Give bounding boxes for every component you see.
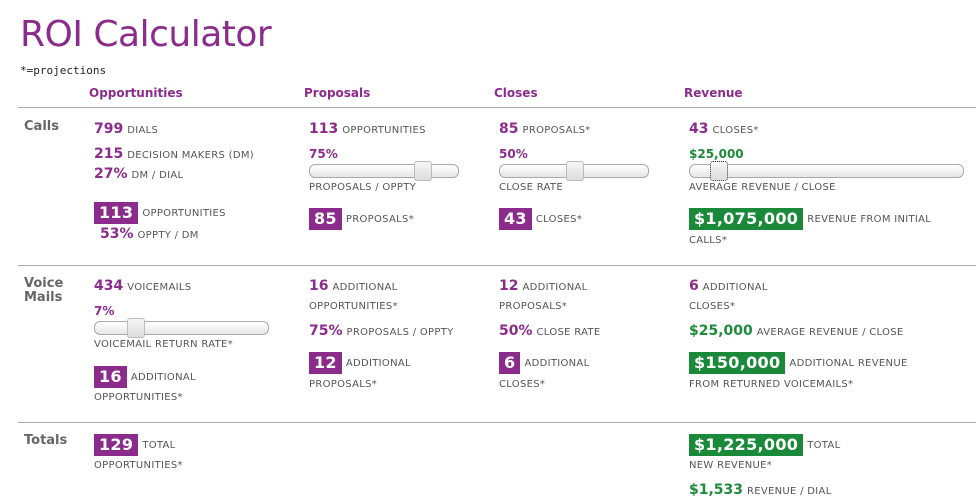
- calls-closes-value: 43: [499, 208, 532, 230]
- slider-thumb[interactable]: [414, 161, 432, 181]
- calls-revenue-closes: 43 CLOSES*: [689, 121, 759, 137]
- calls-avg-revenue-label: AVERAGE REVENUE / CLOSE: [689, 182, 836, 193]
- voicemails-close-rate: 50% CLOSE RATE: [499, 323, 601, 339]
- voicemails-close-proposals: 12 ADDITIONAL: [499, 278, 588, 294]
- calls-proposal-rate-value: 75%: [309, 147, 338, 161]
- calls-proposals-value: 85: [309, 208, 342, 230]
- calls-close-props-value: 85: [499, 121, 519, 137]
- column-header-closes: Closes: [494, 86, 538, 100]
- voicemail-return-rate-slider[interactable]: [94, 318, 269, 338]
- calls-close-rate-value: 50%: [499, 147, 528, 161]
- calls-oppty-rate: 53% OPPTY / DM: [100, 226, 199, 242]
- calls-oppty-rate-value: 53%: [100, 226, 134, 242]
- voicemails-rev-closes-value: 6: [689, 278, 699, 294]
- voicemails-opportunities-label-2: OPPORTUNITIES*: [94, 392, 183, 403]
- column-header-proposals: Proposals: [304, 86, 371, 100]
- voicemails-prop-opps-label-2: OPPORTUNITIES*: [309, 301, 398, 312]
- voicemail-return-rate-label: VOICEMAIL RETURN RATE*: [94, 339, 233, 350]
- voicemails-opportunities: 16 ADDITIONAL: [94, 366, 196, 388]
- voicemails-avg-revenue-value: $25,000: [689, 323, 753, 339]
- calls-close-rate-slider[interactable]: [499, 161, 649, 181]
- calls-proposal-opportunities: 113 OPPORTUNITIES: [309, 121, 426, 137]
- calls-dm-value: 215: [94, 146, 124, 162]
- calls-avg-revenue-slider[interactable]: [689, 161, 964, 181]
- calls-avg-revenue-value: $25,000: [689, 147, 744, 161]
- calls-rev-closes-value: 43: [689, 121, 709, 137]
- calls-close-rate-label: CLOSE RATE: [499, 182, 563, 193]
- voicemails-close-props-label-2: PROPOSALS*: [499, 301, 568, 312]
- voicemails-revenue: $150,000 ADDITIONAL REVENUE: [689, 352, 908, 374]
- voicemails-proposals-label-2: PROPOSALS*: [309, 379, 378, 390]
- totals-opportunities-value: 129: [94, 434, 139, 456]
- totals-opportunities-label-2: OPPORTUNITIES*: [94, 460, 183, 471]
- calls-prop-opps-value: 113: [309, 121, 339, 137]
- totals-revenue: $1,225,000 TOTAL: [689, 434, 840, 456]
- voicemails-revenue-closes: 6 ADDITIONAL: [689, 278, 768, 294]
- row-label-voicemails: Voice Mails: [24, 276, 64, 305]
- calls-decision-makers: 215 DECISION MAKERS (DM): [94, 146, 254, 162]
- calls-opportunities: 113 OPPORTUNITIES: [94, 202, 226, 224]
- totals-revenue-label-2: NEW REVENUE*: [689, 460, 773, 471]
- slider-thumb[interactable]: [127, 318, 145, 338]
- row-label-calls: Calls: [24, 119, 59, 134]
- voicemails-prop-opps-value: 16: [309, 278, 329, 294]
- voicemail-return-rate-value: 7%: [94, 304, 115, 318]
- voicemails-close-props-value: 12: [499, 278, 519, 294]
- calls-dm-rate: 27% DM / DIAL: [94, 166, 184, 182]
- voicemails-prop-rate-value: 75%: [309, 323, 343, 339]
- row-label-totals: Totals: [24, 433, 68, 448]
- voicemails-opportunities-value: 16: [94, 366, 127, 388]
- voicemails-count: 434 VOICEMAILS: [94, 278, 192, 294]
- calls-close-proposals: 85 PROPOSALS*: [499, 121, 591, 137]
- voicemails-proposal-rate: 75% PROPOSALS / OPPTY: [309, 323, 454, 339]
- voicemails-rev-closes-label-2: CLOSES*: [689, 301, 736, 312]
- calls-revenue-label-2: CALLS*: [689, 235, 728, 246]
- calls-closes: 43 CLOSES*: [499, 208, 582, 230]
- calls-dials-value: 799: [94, 121, 124, 137]
- totals-opportunities: 129 TOTAL: [94, 434, 176, 456]
- voicemails-revenue-label-2: FROM RETURNED VOICEMAILS*: [689, 379, 854, 390]
- divider: [18, 265, 976, 266]
- voicemails-proposals-value: 12: [309, 352, 342, 374]
- voicemails-closes-label-2: CLOSES*: [499, 379, 546, 390]
- totals-revenue-value: $1,225,000: [689, 434, 804, 456]
- divider: [18, 422, 976, 423]
- projections-note: *=projections: [20, 64, 107, 77]
- voicemails-closes-value: 6: [499, 352, 521, 374]
- calls-revenue: $1,075,000 REVENUE FROM INITIAL: [689, 208, 931, 230]
- voicemails-count-value: 434: [94, 278, 124, 294]
- calls-proposal-rate-slider[interactable]: [309, 161, 459, 181]
- totals-revenue-per-dial: $1,533 REVENUE / DIAL: [689, 482, 832, 498]
- totals-rev-per-dial-value: $1,533: [689, 482, 744, 498]
- calls-dials: 799 DIALS: [94, 121, 159, 137]
- slider-thumb[interactable]: [566, 161, 584, 181]
- slider-thumb[interactable]: [710, 161, 728, 181]
- voicemails-proposal-opportunities: 16 ADDITIONAL: [309, 278, 398, 294]
- page-title: ROI Calculator: [20, 14, 272, 55]
- column-header-opportunities: Opportunities: [89, 86, 183, 100]
- calls-proposal-rate-label: PROPOSALS / OPPTY: [309, 182, 417, 193]
- divider: [18, 107, 976, 108]
- calls-opportunities-value: 113: [94, 202, 139, 224]
- calls-revenue-value: $1,075,000: [689, 208, 804, 230]
- calls-dm-rate-value: 27%: [94, 166, 128, 182]
- calls-proposals: 85 PROPOSALS*: [309, 208, 414, 230]
- column-header-revenue: Revenue: [684, 86, 743, 100]
- voicemails-close-rate-value: 50%: [499, 323, 533, 339]
- voicemails-revenue-value: $150,000: [689, 352, 786, 374]
- voicemails-avg-revenue: $25,000 AVERAGE REVENUE / CLOSE: [689, 323, 904, 339]
- voicemails-proposals: 12 ADDITIONAL: [309, 352, 411, 374]
- voicemails-closes: 6 ADDITIONAL: [499, 352, 589, 374]
